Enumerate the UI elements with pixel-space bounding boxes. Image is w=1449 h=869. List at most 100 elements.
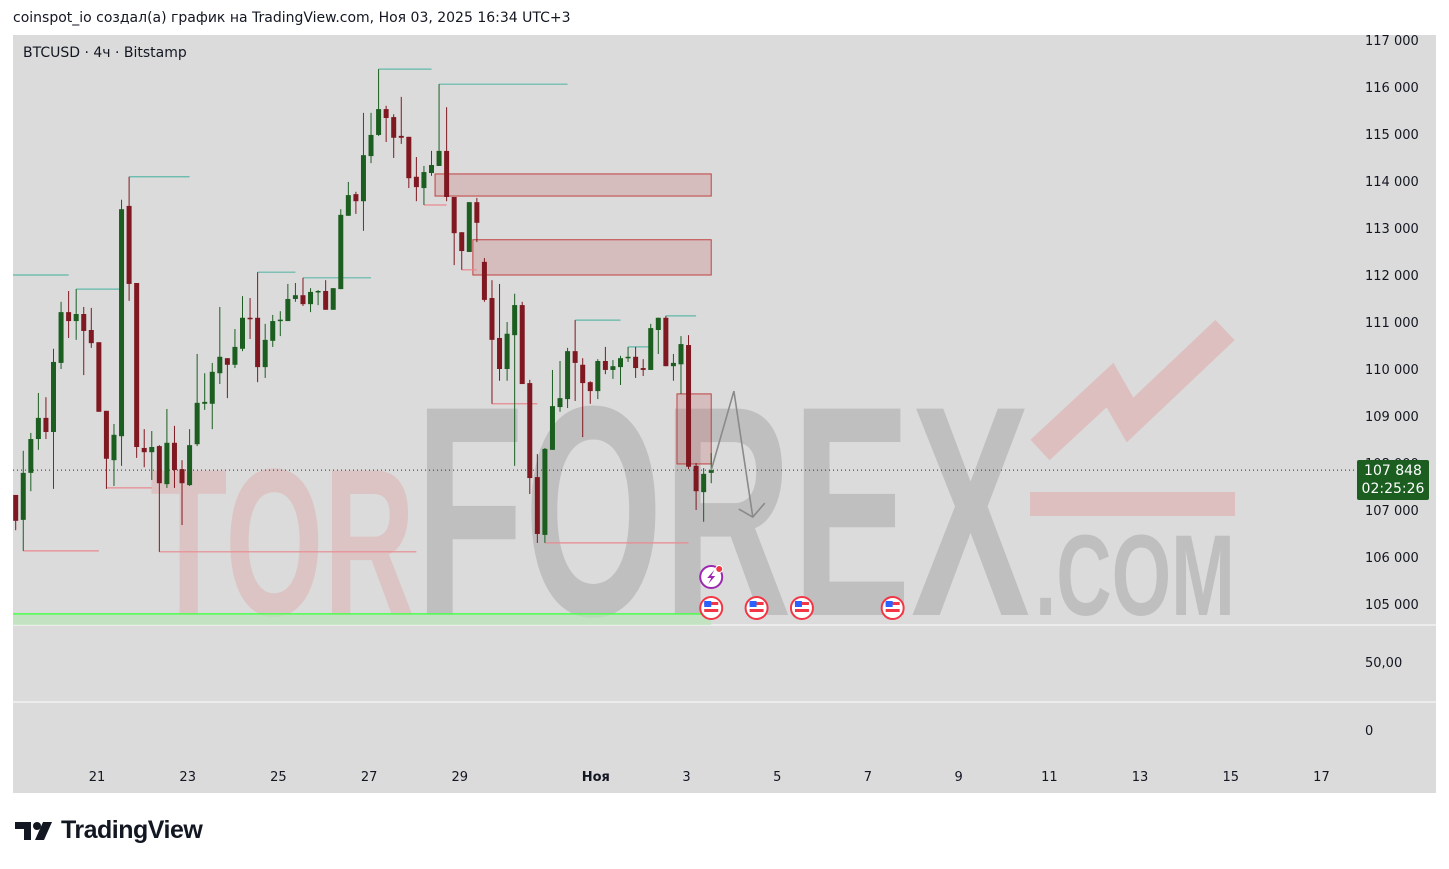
candle-body (436, 150, 442, 166)
notification-dot-icon (715, 565, 724, 573)
tradingview-logo-icon (15, 821, 52, 840)
candle-body (633, 356, 639, 369)
current-price-label: 107 848 02:25:26 (1357, 460, 1429, 500)
candle-body (580, 364, 586, 384)
candle-body (81, 314, 87, 331)
candle-body (300, 295, 306, 305)
candle-body (179, 469, 185, 484)
candle-body (670, 362, 676, 367)
candle-body (451, 196, 457, 234)
candle-body (655, 317, 661, 330)
candle-body (512, 305, 518, 336)
price-axis-label: 117 000 (1365, 34, 1419, 49)
candle-body (111, 434, 117, 461)
tradingview-brand: TradingView (61, 816, 203, 844)
candle-body (156, 446, 162, 484)
candle-body (549, 406, 555, 450)
candle-body (292, 295, 298, 299)
time-axis-label: 27 (361, 770, 378, 785)
candle-body (474, 202, 480, 223)
candle-body (708, 470, 714, 473)
projection-arrow (710, 390, 754, 518)
candle-body (262, 339, 268, 368)
tradingview-logo[interactable]: TradingView (15, 816, 203, 845)
candle-body (35, 417, 41, 440)
candle-body (277, 319, 283, 322)
flag-canton (794, 601, 802, 607)
symbol-legend: BTCUSD · 4ч · Bitstamp (23, 45, 187, 61)
candle-body (519, 305, 525, 385)
flag-stripe (885, 609, 900, 612)
us-flag-event-icon (880, 596, 905, 620)
candle-body (330, 288, 336, 310)
candle-body (618, 358, 623, 368)
time-axis-label: Ноя (582, 770, 610, 785)
supply-zone (676, 393, 712, 465)
candle-body (202, 401, 208, 404)
chart-area[interactable] (13, 35, 1436, 793)
price-axis-label: 112 000 (1365, 269, 1419, 284)
candle-body (232, 346, 238, 365)
candle-body (504, 333, 510, 369)
price-axis-label: 109 000 (1365, 410, 1419, 425)
flag-canton (749, 601, 757, 607)
price-axis-label: 111 000 (1365, 316, 1419, 331)
candle-body (421, 172, 427, 189)
supply-zone (434, 173, 712, 197)
candle-body (693, 465, 699, 492)
candle-body (66, 312, 72, 322)
candle-body (88, 329, 94, 344)
time-axis-label: 23 (179, 770, 196, 785)
candle-body (96, 342, 102, 412)
candle-body (587, 382, 593, 392)
candle-body (149, 447, 155, 453)
candle-body (557, 398, 563, 408)
time-axis-label: 21 (89, 770, 106, 785)
candle-body (625, 356, 631, 359)
candle-body (141, 447, 147, 453)
flag-canton (885, 601, 893, 607)
candle-body (429, 165, 434, 174)
candle-body (663, 317, 669, 367)
candle-body (481, 261, 487, 300)
price-axis-label: 106 000 (1365, 551, 1419, 566)
candle-body (678, 344, 684, 365)
candle-body (217, 356, 223, 374)
watermark-forex: FOREX (415, 343, 1031, 679)
candle-body (255, 317, 261, 368)
watermark-com: .COM (1035, 512, 1235, 640)
candle-body (28, 439, 34, 473)
candle-body (360, 155, 366, 202)
time-axis-label: 13 (1132, 770, 1149, 785)
candle-body (686, 345, 692, 467)
current-price-value: 107 848 (1364, 463, 1422, 479)
candle-body (610, 366, 616, 370)
time-axis-label: 11 (1041, 770, 1058, 785)
candle-body (43, 417, 49, 432)
price-axis-label: 115 000 (1365, 128, 1419, 143)
candle-body (391, 117, 397, 138)
candle-body (572, 351, 578, 363)
support-band (13, 613, 712, 625)
watermark-bar (1030, 492, 1235, 516)
candle-body (240, 317, 245, 349)
candle-body (209, 371, 215, 404)
candle-body (701, 473, 707, 493)
candle-body (171, 442, 177, 471)
price-axis-label: 113 000 (1365, 222, 1419, 237)
candle-body (338, 214, 344, 290)
candle-body (134, 282, 140, 448)
candle-body (413, 176, 419, 188)
chart-credit: coinspot_io создал(а) график на TradingV… (13, 10, 571, 26)
candle-body (126, 205, 132, 284)
candle-body (119, 209, 125, 437)
flag-stripe (794, 609, 809, 612)
candle-body (565, 351, 571, 400)
candle-body (640, 368, 646, 370)
arrowhead-icon (738, 502, 766, 519)
candle-body (224, 358, 230, 365)
us-flag-event-icon (699, 596, 724, 620)
bar-countdown: 02:25:26 (1361, 481, 1425, 497)
lower-pane-label: 50,00 (1365, 656, 1402, 671)
